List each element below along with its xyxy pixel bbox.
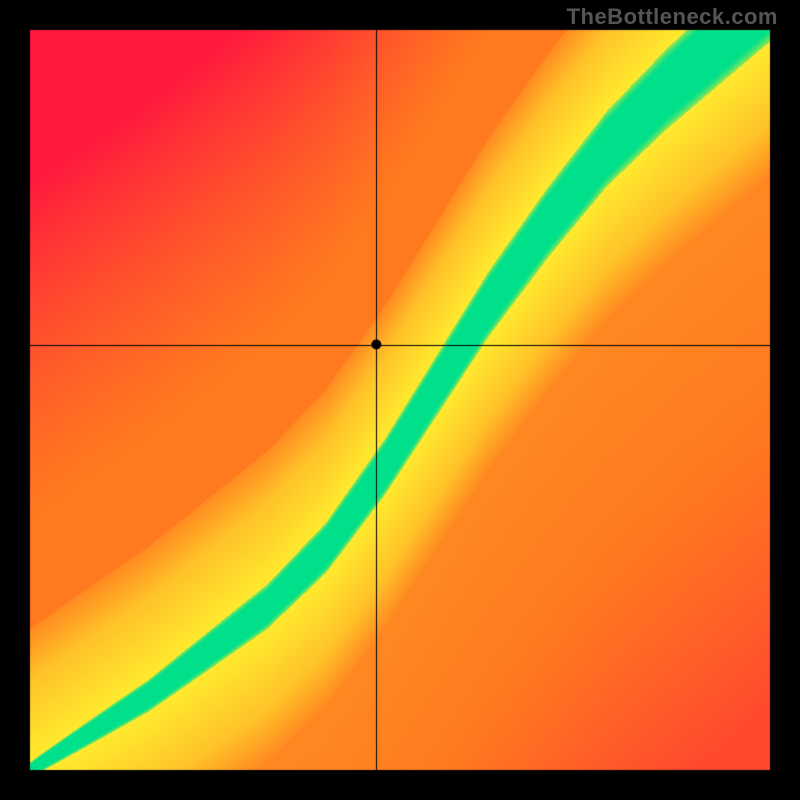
bottleneck-heatmap: [0, 0, 800, 800]
source-watermark: TheBottleneck.com: [567, 4, 778, 30]
